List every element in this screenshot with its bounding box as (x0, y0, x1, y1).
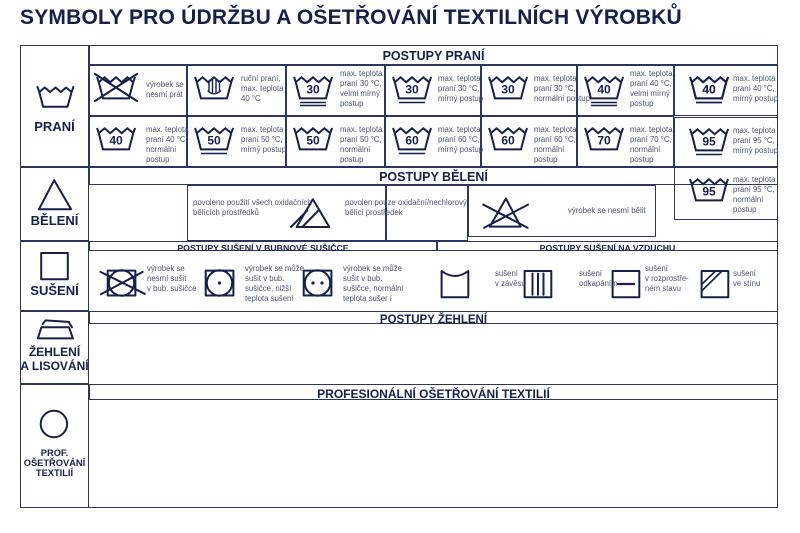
svg-text:40: 40 (597, 83, 611, 97)
svg-text:30: 30 (405, 83, 419, 97)
svg-text:30: 30 (306, 83, 320, 97)
svg-text:60: 60 (501, 134, 515, 148)
svg-text:40: 40 (109, 134, 123, 148)
svg-text:50: 50 (207, 134, 221, 148)
svg-text:60: 60 (405, 134, 419, 148)
svg-text:70: 70 (597, 134, 611, 148)
svg-text:50: 50 (306, 134, 320, 148)
svg-text:40: 40 (702, 83, 716, 97)
svg-text:95: 95 (702, 135, 716, 149)
svg-text:30: 30 (501, 83, 515, 97)
svg-text:95: 95 (702, 185, 716, 199)
